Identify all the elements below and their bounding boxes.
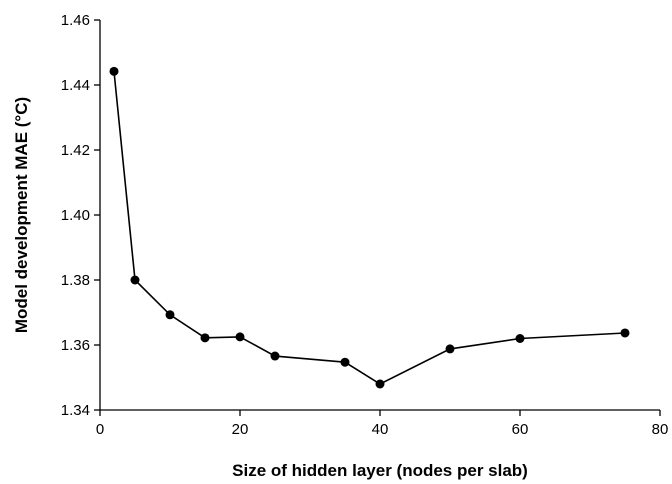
y-axis-title: Model development MAE (°C) bbox=[12, 97, 31, 333]
x-tick-label: 20 bbox=[232, 421, 249, 438]
data-point bbox=[445, 344, 455, 354]
y-tick-label: 1.40 bbox=[61, 207, 90, 224]
data-series bbox=[109, 66, 630, 389]
data-point bbox=[340, 357, 350, 367]
series-line bbox=[113, 71, 626, 385]
data-point bbox=[165, 310, 175, 320]
y-tick-label: 1.38 bbox=[61, 272, 90, 289]
x-tick-label: 60 bbox=[512, 421, 529, 438]
y-tick-labels: 1.34 1.36 1.38 1.40 1.42 1.44 1.46 bbox=[61, 12, 90, 419]
x-tick-label: 40 bbox=[372, 421, 389, 438]
data-point bbox=[200, 333, 210, 343]
data-point bbox=[515, 334, 525, 343]
x-tick-label: 80 bbox=[652, 421, 669, 438]
data-point bbox=[270, 351, 280, 361]
data-point bbox=[130, 275, 140, 285]
data-point bbox=[109, 66, 119, 76]
y-tick-label: 1.46 bbox=[61, 12, 90, 29]
x-tick-labels: 0 20 40 60 80 bbox=[96, 421, 669, 438]
x-axis-title: Size of hidden layer (nodes per slab) bbox=[232, 461, 528, 480]
tick-marks bbox=[94, 19, 661, 416]
y-tick-label: 1.34 bbox=[61, 402, 90, 419]
chart-axes bbox=[99, 20, 660, 411]
y-tick-label: 1.42 bbox=[61, 142, 90, 159]
x-tick-label: 0 bbox=[96, 421, 104, 438]
data-point bbox=[375, 379, 385, 389]
y-tick-label: 1.36 bbox=[61, 337, 90, 354]
data-point bbox=[620, 328, 630, 338]
y-tick-label: 1.44 bbox=[61, 77, 90, 94]
data-point bbox=[235, 332, 245, 342]
